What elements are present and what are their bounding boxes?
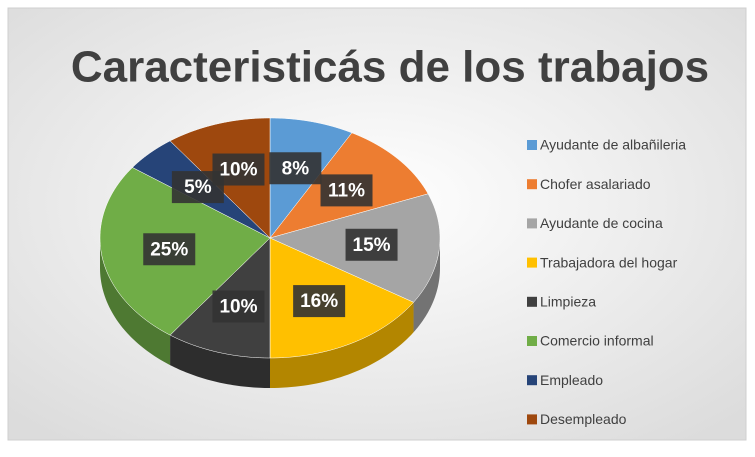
data-label: 15% — [353, 235, 391, 256]
data-label-box — [320, 174, 373, 207]
legend-swatch — [527, 218, 537, 229]
data-label-box — [293, 285, 346, 318]
legend-label: Ayudante de albañileria — [540, 137, 686, 153]
legend-label: Limpieza — [540, 294, 596, 310]
legend-swatch — [527, 375, 537, 386]
legend-swatch — [527, 179, 537, 190]
slice-side — [100, 238, 171, 366]
data-label-box — [143, 233, 196, 266]
data-label: 5% — [184, 177, 212, 198]
data-label: 25% — [150, 239, 188, 260]
data-label: 11% — [328, 180, 365, 201]
chart-title: Caracteristicás de los trabajos — [71, 43, 709, 92]
data-labels: 8% 11% 15% 16% 10% 25% 5% 10% — [143, 152, 398, 323]
legend-label: Chofer asalariado — [540, 176, 651, 192]
legend-swatch — [527, 296, 537, 307]
data-label-box — [269, 152, 322, 185]
legend-swatch — [527, 414, 537, 425]
legend-label: Comercio informal — [540, 333, 654, 349]
legend-swatch — [527, 140, 537, 150]
legend-label: Trabajadora del hogar — [540, 254, 678, 270]
data-label-box — [212, 153, 265, 186]
legend: Ayudante de albañileria Chofer asalariado… — [527, 137, 686, 427]
data-label: 8% — [282, 158, 310, 179]
data-label: 10% — [219, 296, 257, 317]
slice-side — [270, 302, 414, 388]
slice-side — [170, 335, 270, 388]
data-label: 10% — [219, 160, 257, 181]
legend-label: Ayudante de cocina — [540, 215, 663, 231]
slice-side — [413, 238, 440, 333]
legend-label: Empleado — [540, 372, 603, 388]
legend-swatch — [527, 257, 537, 268]
data-label: 16% — [300, 291, 338, 312]
legend-label: Desempleado — [540, 411, 627, 427]
data-label-box — [212, 290, 265, 323]
legend-swatch — [527, 336, 537, 346]
data-label-box — [345, 228, 398, 261]
